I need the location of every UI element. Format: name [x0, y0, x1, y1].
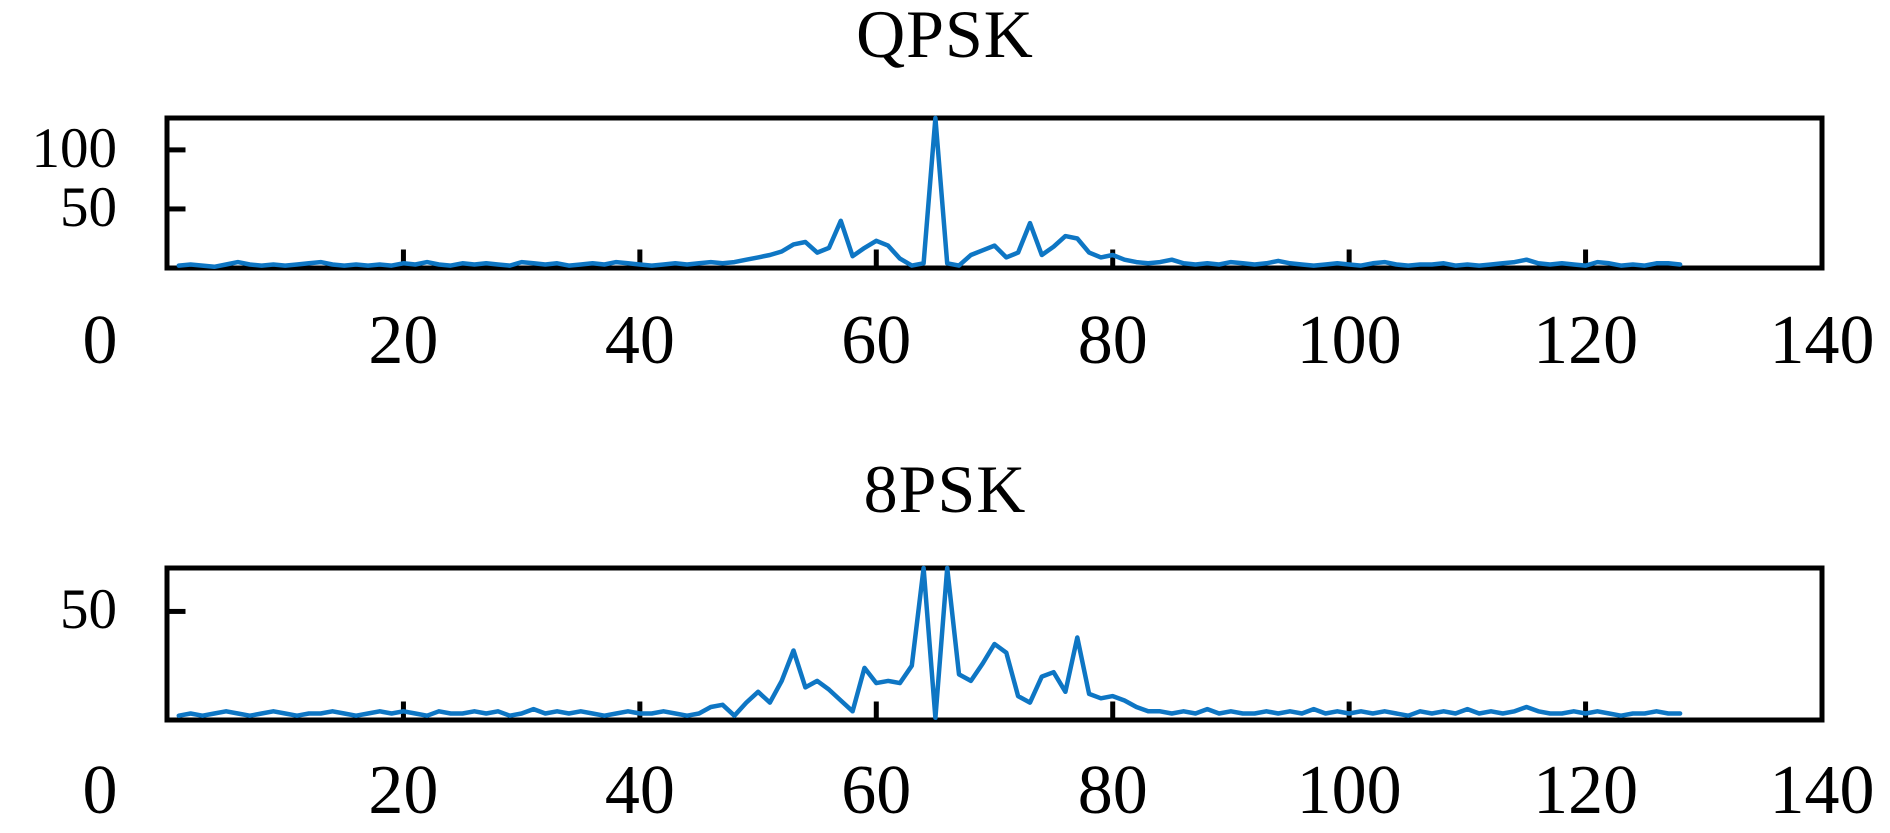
data-line [176, 115, 1683, 270]
x-tick-label: 100 [1296, 301, 1402, 379]
data-line [176, 565, 1683, 721]
x-tick-label: 100 [1296, 751, 1402, 829]
x-tick-label: 20 [368, 751, 439, 829]
x-tick-label: 80 [1077, 301, 1148, 379]
chart-title-qpsk: QPSK [856, 0, 1034, 72]
y-tick-label: 50 [60, 175, 117, 239]
x-tick-label: 120 [1533, 751, 1639, 829]
x-tick-label: 140 [1769, 751, 1875, 829]
x-tick-label: 0 [82, 301, 118, 379]
x-tick-label: 120 [1533, 301, 1639, 379]
chart-title-8psk: 8PSK [863, 451, 1027, 527]
plot-box [164, 115, 1825, 271]
x-tick-label: 80 [1077, 751, 1148, 829]
x-tick-label: 60 [841, 751, 912, 829]
y-tick-label: 100 [31, 116, 118, 180]
x-tick-label: 40 [604, 751, 675, 829]
x-tick-label: 40 [604, 301, 675, 379]
x-tick-label: 0 [82, 751, 118, 829]
x-tick-label: 60 [841, 301, 912, 379]
x-tick-label: 20 [368, 301, 439, 379]
x-tick-label: 140 [1769, 301, 1875, 379]
y-tick-label: 50 [60, 578, 117, 642]
plot-box [164, 565, 1825, 723]
